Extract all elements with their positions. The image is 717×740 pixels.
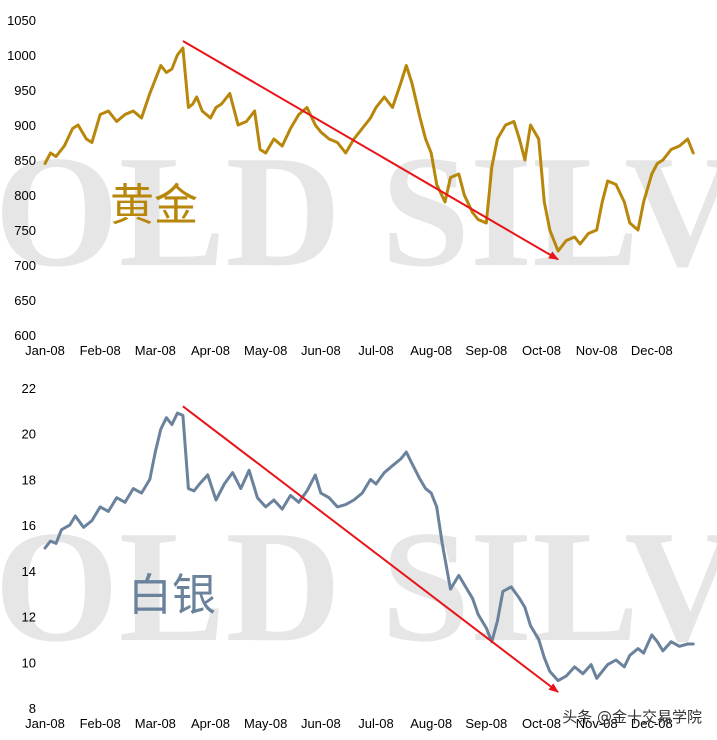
gold-y-tick-label: 650 [14,293,36,308]
gold-title: 黄金 [110,180,198,231]
gold-y-tick-label: 900 [14,118,36,133]
gold-y-tick-label: 1000 [7,48,36,63]
gold-y-tick-label: 800 [14,188,36,203]
silver-y-tick-label: 18 [22,472,36,487]
silver-x-tick-label: May-08 [244,716,287,731]
silver-y-tick-label: 16 [22,518,36,533]
gold-series-line [43,46,695,253]
silver-y-tick-label: 8 [29,701,36,716]
silver-y-tick-label: 22 [22,381,36,396]
silver-x-tick-label: Oct-08 [522,716,561,731]
gold-x-tick-label: Nov-08 [576,343,618,358]
silver-x-tick-label: Jan-08 [25,716,65,731]
gold-chart: GOLD SILVER 600 650 700 750 800 850 900 950 1000 1… [0,13,717,358]
gold-y-tick-label: 950 [14,83,36,98]
gold-x-tick-label: Jun-08 [301,343,341,358]
gold-x-tick-label: Oct-08 [522,343,561,358]
silver-x-tick-label: Mar-08 [135,716,176,731]
gold-x-tick-label: Jul-08 [358,343,393,358]
gold-x-tick-label: Sep-08 [465,343,507,358]
gold-trend-arrow [182,40,559,261]
gold-x-tick-label: Apr-08 [191,343,230,358]
silver-title: 白银 [128,570,216,621]
gold-x-tick-label: Jan-08 [25,343,65,358]
silver-x-tick-label: Sep-08 [465,716,507,731]
credit-watermark: 头条 @金十交易学院 [562,708,702,726]
silver-x-tick-label: Aug-08 [410,716,452,731]
silver-x-tick-label: Feb-08 [80,716,121,731]
silver-y-tick-label: 14 [22,564,36,579]
gold-x-tick-label: Feb-08 [80,343,121,358]
gold-y-tick-label: 850 [14,153,36,168]
gold-y-tick-label: 750 [14,223,36,238]
silver-y-tick-label: 12 [22,610,36,625]
gold-x-tick-label: Dec-08 [631,343,673,358]
silver-y-tick-label: 20 [22,427,36,442]
silver-trend-arrow [182,405,559,693]
gold-x-tick-label: May-08 [244,343,287,358]
silver-x-tick-label: Apr-08 [191,716,230,731]
gold-x-tick-label: Aug-08 [410,343,452,358]
silver-x-tick-label: Jun-08 [301,716,341,731]
silver-x-tick-label: Jul-08 [358,716,393,731]
gold-y-tick-label: 1050 [7,13,36,28]
silver-series-line [43,411,695,683]
gold-y-tick-label: 600 [14,328,36,343]
gold-x-tick-label: Mar-08 [135,343,176,358]
silver-y-tick-label: 10 [22,655,36,670]
silver-chart: GOLD SILVER 8 10 12 14 16 18 20 22 Jan-08 Feb-08 Ma… [0,381,717,731]
gold-watermark: GOLD SILVER [0,122,717,300]
silver-x-tick-label: Nov-08 [576,716,618,731]
silver-watermark: GOLD SILVER [0,497,717,675]
gold-y-tick-label: 700 [14,258,36,273]
silver-x-tick-label: Dec-08 [631,716,673,731]
